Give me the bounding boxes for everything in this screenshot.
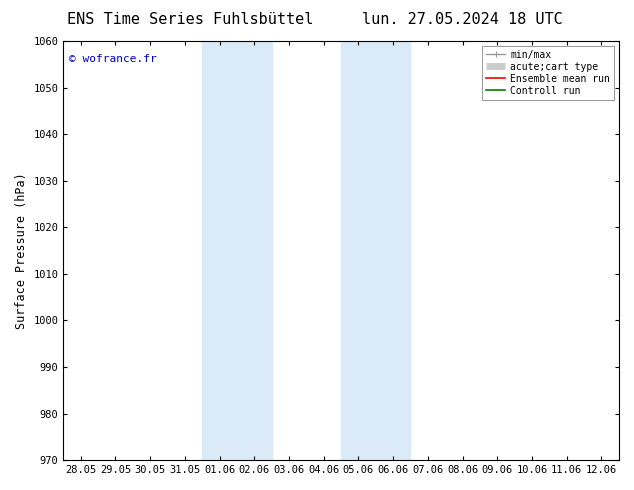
- Bar: [202, 41, 271, 460]
- Bar: [341, 41, 410, 460]
- Text: ENS Time Series Fuhlsbüttel: ENS Time Series Fuhlsbüttel: [67, 12, 313, 27]
- Y-axis label: Surface Pressure (hPa): Surface Pressure (hPa): [15, 172, 28, 329]
- Legend: min/max, acute;cart type, Ensemble mean run, Controll run: min/max, acute;cart type, Ensemble mean …: [482, 46, 614, 99]
- Text: © wofrance.fr: © wofrance.fr: [69, 53, 157, 64]
- Text: lun. 27.05.2024 18 UTC: lun. 27.05.2024 18 UTC: [363, 12, 563, 27]
